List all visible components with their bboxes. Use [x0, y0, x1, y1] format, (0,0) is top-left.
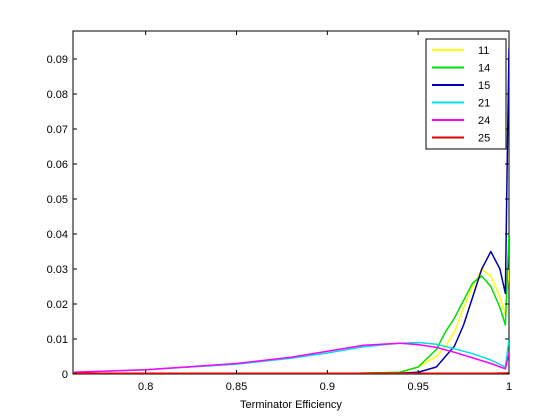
- series-line-21: [73, 338, 509, 373]
- x-tick-label: 0.85: [226, 381, 247, 393]
- legend: 11 14 15 21 24 25: [425, 38, 507, 150]
- legend-label-14: 14: [478, 63, 490, 75]
- legend-label-21: 21: [478, 98, 490, 110]
- x-tick-label: 0.8: [138, 381, 153, 393]
- legend-label-11: 11: [478, 45, 489, 57]
- y-tick-label: 0.08: [47, 89, 68, 101]
- legend-label-25: 25: [478, 133, 490, 145]
- x-tick-label: 0.9: [320, 381, 335, 393]
- y-tick-label: 0.02: [47, 299, 68, 311]
- series-line-24: [73, 342, 509, 373]
- x-tick-label: 1: [506, 381, 512, 393]
- y-tick-label: 0: [62, 369, 68, 381]
- y-tick-label: 0.03: [47, 264, 68, 276]
- series-line-14: [73, 233, 509, 374]
- y-tick-label: 0.09: [47, 54, 68, 66]
- legend-box: [425, 38, 507, 150]
- y-tick-label: 0.07: [47, 124, 68, 136]
- y-tick-label: 0.01: [47, 334, 68, 346]
- y-tick-label: 0.05: [47, 194, 68, 206]
- legend-label-24: 24: [478, 115, 490, 127]
- y-axis-ticks: 0 0.01 0.02 0.03 0.04 0.05 0.06 0.07 0.08 0.09: [47, 54, 509, 381]
- x-axis-label: Terminator Efficiency: [240, 399, 342, 411]
- x-tick-label: 0.95: [407, 381, 428, 393]
- y-tick-label: 0.06: [47, 159, 68, 171]
- legend-label-15: 15: [478, 80, 490, 92]
- y-tick-label: 0.04: [47, 229, 68, 241]
- x-axis-ticks: 0.8 0.85 0.9 0.95 1: [138, 31, 512, 393]
